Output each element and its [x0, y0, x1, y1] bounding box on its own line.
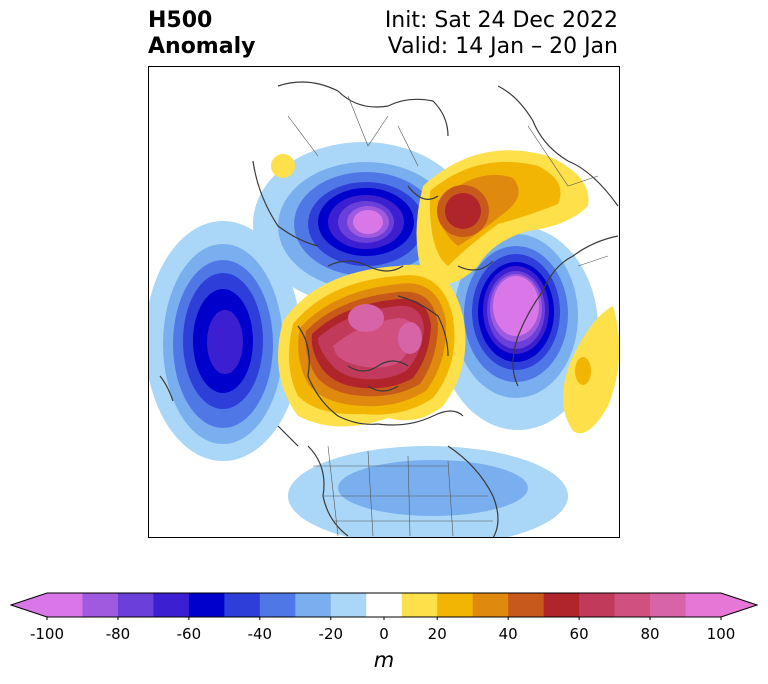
colorbar-swatch — [543, 593, 580, 617]
colorbar-swatch — [47, 593, 83, 617]
colorbar-tick-label: 40 — [498, 625, 518, 643]
colorbar-swatch — [330, 593, 367, 617]
colorbar-swatch — [579, 593, 616, 617]
ridge-siberia — [416, 150, 589, 284]
colorbar-tick-label: 80 — [640, 625, 660, 643]
ridge-small-nw — [271, 154, 295, 178]
borders — [287, 95, 609, 537]
colorbar-under — [11, 593, 47, 617]
colorbar-tick-label: -60 — [176, 625, 202, 643]
coastlines — [159, 81, 619, 538]
colorbar-swatch — [224, 593, 261, 617]
map-title: H500 Anomaly — [148, 8, 255, 60]
colorbar-tick-label: 0 — [379, 625, 389, 643]
init-date: Init: Sat 24 Dec 2022 — [384, 8, 618, 33]
colorbar-tick-label: -100 — [29, 625, 65, 643]
colorbar-swatch — [259, 593, 296, 617]
colorbar-swatch — [650, 593, 687, 617]
colorbar-tick-label: -20 — [318, 625, 344, 643]
colorbar-swatch — [366, 593, 403, 617]
title-kind: Anomaly — [148, 34, 256, 59]
colorbar-swatch — [437, 593, 474, 617]
title-field: H500 — [148, 8, 213, 33]
colorbar-tick-label: 60 — [569, 625, 589, 643]
ridge-east-atlantic — [563, 306, 620, 434]
trough-europe — [438, 226, 598, 430]
colorbar-swatch — [685, 593, 722, 617]
valid-range: Valid: 14 Jan – 20 Jan — [387, 34, 618, 59]
colorbar-swatch — [614, 593, 651, 617]
map-dates: Init: Sat 24 Dec 2022 Valid: 14 Jan – 20… — [385, 8, 618, 60]
trough-north-pacific — [148, 221, 301, 461]
colorbar-tick-label: -40 — [247, 625, 273, 643]
colorbar-swatch — [82, 593, 119, 617]
colorbar-unit: m — [373, 648, 395, 672]
colorbar-tick-label: -80 — [105, 625, 131, 643]
colorbar-over — [721, 593, 757, 617]
anomaly-map — [148, 66, 620, 538]
colorbar-swatch — [295, 593, 332, 617]
colorbar-swatch — [401, 593, 438, 617]
colorbar-swatch — [188, 593, 225, 617]
colorbar-tick-label: 100 — [706, 625, 736, 643]
ridge-arctic-canada — [278, 264, 466, 427]
colorbar-swatch — [153, 593, 190, 617]
colorbar-swatch — [117, 593, 154, 617]
colorbar-swatch — [472, 593, 509, 617]
colorbar-tick-label: 20 — [427, 625, 447, 643]
colorbar-swatch — [508, 593, 545, 617]
colorbar — [10, 592, 758, 620]
